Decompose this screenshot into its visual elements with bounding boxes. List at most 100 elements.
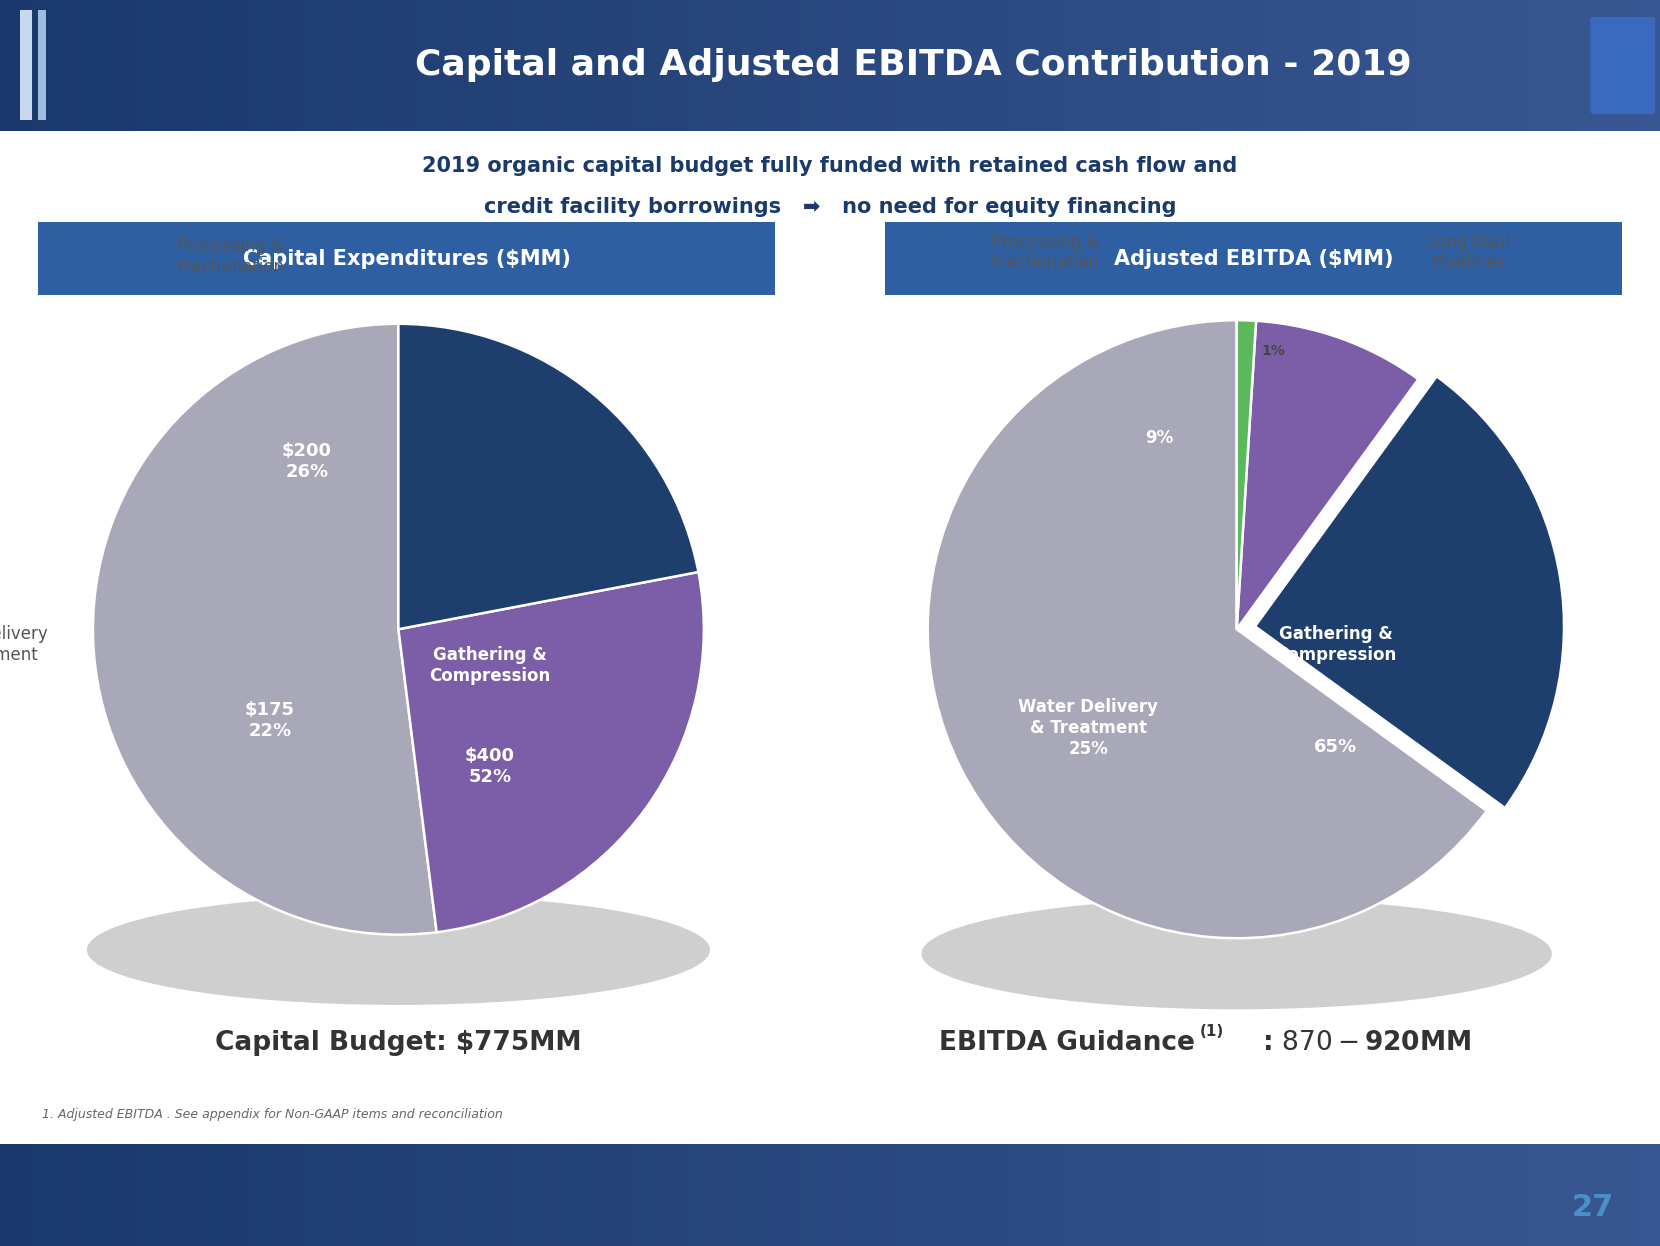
Bar [249, 1144, 266, 1246]
Bar [813, 1144, 830, 1246]
Bar [33, 1144, 50, 1246]
Bar [1013, 1144, 1029, 1246]
Bar [564, 0, 581, 131]
Bar [465, 1144, 481, 1246]
Bar [631, 0, 647, 131]
Bar [1461, 0, 1477, 131]
Bar [1610, 0, 1627, 131]
Bar [1079, 1144, 1096, 1246]
Bar [398, 1144, 415, 1246]
Bar [1511, 0, 1527, 131]
Bar [199, 1144, 216, 1246]
Text: Capital Expenditures ($MM): Capital Expenditures ($MM) [242, 249, 571, 269]
Bar [1062, 1144, 1079, 1246]
Bar [83, 0, 100, 131]
Bar [166, 0, 183, 131]
Bar [299, 1144, 315, 1246]
Text: credit facility borrowings   ➡   no need for equity financing: credit facility borrowings ➡ no need for… [483, 197, 1177, 217]
Bar [1129, 1144, 1145, 1246]
Bar [1145, 1144, 1162, 1246]
Bar [581, 1144, 598, 1246]
Bar [1162, 1144, 1179, 1246]
Bar [1262, 0, 1278, 131]
Bar [697, 0, 714, 131]
Bar [1195, 1144, 1212, 1246]
Bar [1096, 1144, 1112, 1246]
Bar [930, 0, 946, 131]
Bar [681, 0, 697, 131]
Bar [365, 0, 382, 131]
Bar [282, 1144, 299, 1246]
Bar [764, 1144, 780, 1246]
Bar [216, 1144, 232, 1246]
Wedge shape [1237, 320, 1418, 629]
Bar [299, 0, 315, 131]
Bar [0, 1144, 17, 1246]
Bar [531, 1144, 548, 1246]
Bar [1444, 1144, 1461, 1246]
Bar [1212, 0, 1228, 131]
Bar [847, 1144, 863, 1246]
Bar [1627, 0, 1643, 131]
Bar [1029, 0, 1046, 131]
Bar [631, 1144, 647, 1246]
FancyBboxPatch shape [38, 222, 775, 295]
Bar [946, 1144, 963, 1246]
Bar [398, 0, 415, 131]
Bar [282, 0, 299, 131]
Bar [996, 1144, 1013, 1246]
Bar [598, 1144, 614, 1246]
Text: Water Delivery
& Treatment: Water Delivery & Treatment [0, 625, 48, 664]
Bar [415, 0, 432, 131]
Bar [33, 0, 50, 131]
Bar [747, 0, 764, 131]
Bar [365, 1144, 382, 1246]
Bar [1544, 0, 1560, 131]
Bar [432, 1144, 448, 1246]
Bar [1311, 1144, 1328, 1246]
Bar [249, 0, 266, 131]
Bar [465, 0, 481, 131]
Bar [1643, 1144, 1660, 1246]
Bar [448, 1144, 465, 1246]
Bar [714, 1144, 730, 1246]
Bar [564, 1144, 581, 1246]
Bar [1494, 1144, 1511, 1246]
Bar [332, 0, 349, 131]
Bar [1411, 0, 1428, 131]
Wedge shape [928, 320, 1487, 938]
Bar [1411, 1144, 1428, 1246]
Bar [863, 1144, 880, 1246]
Bar [1328, 1144, 1345, 1246]
Bar [481, 0, 498, 131]
Text: Capital Budget: $775MM: Capital Budget: $775MM [216, 1030, 581, 1057]
Bar [1594, 0, 1610, 131]
Bar [199, 0, 216, 131]
Bar [38, 10, 46, 121]
Bar [830, 1144, 847, 1246]
Text: Gathering &
Compression: Gathering & Compression [430, 647, 551, 685]
Bar [1345, 1144, 1361, 1246]
Bar [730, 0, 747, 131]
Bar [1112, 0, 1129, 131]
Bar [1378, 1144, 1394, 1246]
Bar [349, 0, 365, 131]
Bar [1311, 0, 1328, 131]
Bar [614, 1144, 631, 1246]
Bar [1195, 0, 1212, 131]
Bar [747, 1144, 764, 1246]
Bar [1179, 1144, 1195, 1246]
Bar [1627, 1144, 1643, 1246]
Text: Long Haul
Pipelines: Long Haul Pipelines [1428, 233, 1511, 272]
Bar [1345, 0, 1361, 131]
Bar [116, 0, 133, 131]
Text: Water Delivery
& Treatment
25%: Water Delivery & Treatment 25% [1018, 698, 1159, 758]
Bar [1610, 1144, 1627, 1246]
Bar [149, 1144, 166, 1246]
Bar [83, 1144, 100, 1246]
Bar [1295, 1144, 1311, 1246]
Text: 1. Adjusted EBITDA . See appendix for Non-GAAP items and reconciliation: 1. Adjusted EBITDA . See appendix for No… [42, 1108, 503, 1121]
Bar [498, 0, 515, 131]
Bar [664, 1144, 681, 1246]
Bar [183, 1144, 199, 1246]
